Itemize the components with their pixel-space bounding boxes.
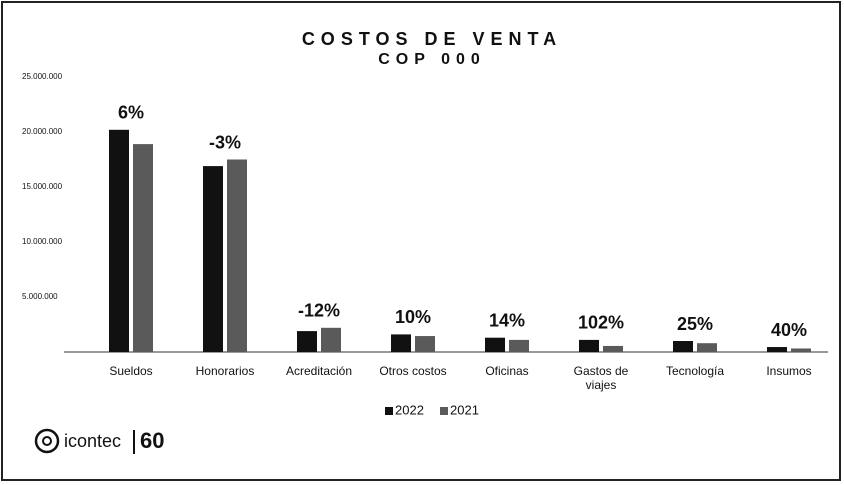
x-tick-label: Oficinas <box>485 364 529 378</box>
x-tick-label: Insumos <box>766 364 812 378</box>
y-tick-label: 15.000.000 <box>22 182 63 191</box>
y-tick-label: 5.000.000 <box>22 292 58 301</box>
change-label: 10% <box>395 307 431 327</box>
bar <box>133 144 153 352</box>
x-tick-label: Gastos de viajes <box>573 364 629 392</box>
chart-subtitle: COP 000 <box>378 51 486 68</box>
change-label: 102% <box>578 313 624 333</box>
legend-label: 2022 <box>395 402 424 417</box>
bar <box>297 331 317 352</box>
change-label: 40% <box>771 320 807 340</box>
x-tick-label: Acreditación <box>285 364 353 378</box>
bar <box>485 337 505 352</box>
chart-title: COSTOS DE VENTA <box>302 29 562 49</box>
bar <box>415 336 435 352</box>
logo-mark: 60 <box>140 428 164 453</box>
bar <box>673 341 693 352</box>
bar <box>203 166 223 352</box>
bar <box>227 159 247 352</box>
change-label: -12% <box>298 301 340 321</box>
bar <box>697 343 717 352</box>
x-tick-label: Honorarios <box>195 364 255 378</box>
x-tick-label: Otros costos <box>379 364 447 378</box>
bar <box>509 339 529 352</box>
bar <box>791 348 811 352</box>
change-label: -3% <box>209 132 241 152</box>
change-label: 25% <box>677 314 713 334</box>
bar <box>767 347 787 352</box>
bar <box>579 339 599 352</box>
logo-icon <box>42 436 52 446</box>
bar <box>109 129 129 352</box>
bar <box>321 327 341 352</box>
x-tick-label: Tecnología <box>665 364 725 378</box>
logo-name: icontec <box>64 431 121 451</box>
logo-icon <box>34 428 60 454</box>
legend-swatch <box>440 407 448 415</box>
y-tick-label: 10.000.000 <box>22 237 63 246</box>
y-tick-label: 25.000.000 <box>22 72 63 81</box>
y-tick-label: 20.000.000 <box>22 127 63 136</box>
change-label: 14% <box>489 310 525 330</box>
change-label: 6% <box>118 103 144 123</box>
legend-swatch <box>385 407 393 415</box>
bar <box>603 345 623 352</box>
bar <box>391 334 411 352</box>
x-tick-label: Sueldos <box>109 364 153 378</box>
legend-label: 2021 <box>450 402 479 417</box>
